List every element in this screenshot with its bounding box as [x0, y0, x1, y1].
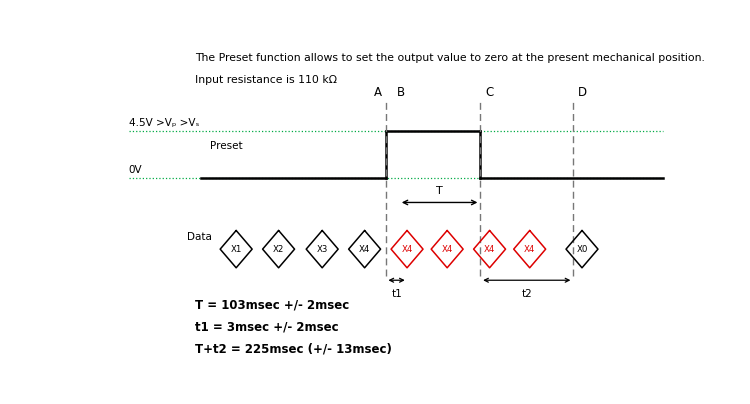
Text: X4: X4: [401, 245, 412, 254]
Text: X0: X0: [576, 245, 588, 254]
Text: D: D: [578, 86, 587, 99]
Text: X3: X3: [316, 245, 328, 254]
Text: 4.5V >Vₚ >Vₛ: 4.5V >Vₚ >Vₛ: [129, 118, 199, 128]
Text: t2: t2: [521, 289, 532, 299]
Text: X4: X4: [359, 245, 370, 254]
Text: X4: X4: [442, 245, 453, 254]
Text: Input resistance is 110 kΩ: Input resistance is 110 kΩ: [196, 75, 338, 85]
Text: C: C: [485, 86, 494, 99]
Text: Data: Data: [187, 231, 211, 242]
Text: T: T: [436, 185, 443, 196]
Text: t1: t1: [392, 289, 402, 299]
Text: X1: X1: [230, 245, 242, 254]
Text: A: A: [374, 86, 382, 99]
Text: T+t2 = 225msec (+/- 13msec): T+t2 = 225msec (+/- 13msec): [196, 343, 392, 356]
Text: T = 103msec +/- 2msec: T = 103msec +/- 2msec: [196, 299, 350, 312]
Text: B: B: [398, 86, 405, 99]
Text: X4: X4: [484, 245, 495, 254]
Text: 0V: 0V: [129, 165, 142, 175]
Text: Preset: Preset: [210, 141, 243, 152]
Text: X4: X4: [524, 245, 536, 254]
Text: The Preset function allows to set the output value to zero at the present mechan: The Preset function allows to set the ou…: [196, 53, 705, 63]
Text: X2: X2: [273, 245, 284, 254]
Text: t1 = 3msec +/- 2msec: t1 = 3msec +/- 2msec: [196, 321, 339, 334]
